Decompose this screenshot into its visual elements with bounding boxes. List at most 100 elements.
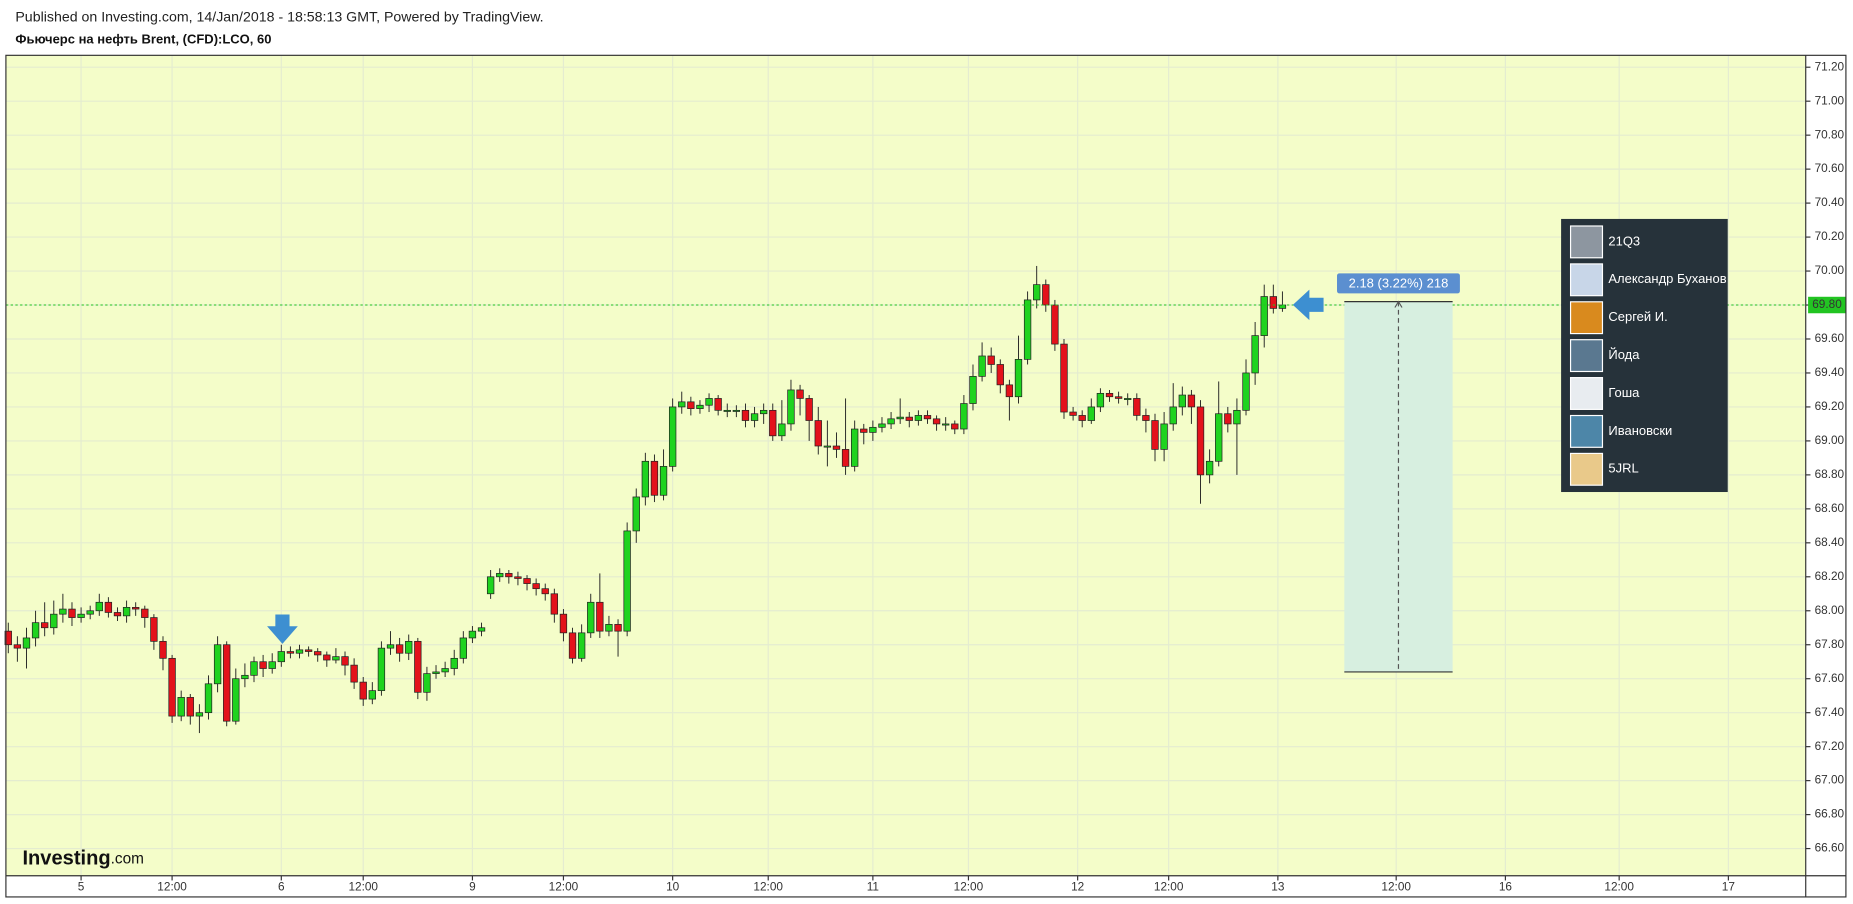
candle-body [177,697,185,717]
candle-body [213,644,222,685]
last-price-box [1808,296,1846,314]
y-tick-label: 71.00 [1815,94,1845,107]
candle-body [423,673,431,693]
candle-body [1014,359,1023,398]
y-tick-label: 69.00 [1815,434,1845,447]
candle-body [286,651,295,654]
candle-body [887,418,895,425]
left-arrow-icon [1292,289,1324,321]
candle-body [641,460,650,498]
candle-body [1242,372,1250,411]
candle-body [705,398,713,406]
x-tick-label: 12:00 [348,881,378,894]
user-avatar [1569,452,1604,486]
candle-body [41,622,49,629]
candle-body [851,428,859,467]
frame [5,54,1847,898]
candle-body [668,406,677,467]
logo: Investing.com [22,848,143,870]
candle-body [832,445,841,450]
candle-body [514,576,522,579]
candle-body [1005,384,1014,398]
user-name: 21Q3 [1608,233,1640,248]
candle-body [696,404,704,409]
x-tick-label: 12:00 [157,881,187,894]
candle-body [841,449,850,467]
y-tick-label: 70.00 [1815,264,1845,277]
candle-body [896,416,904,420]
x-tick-label: 11 [867,881,879,894]
candle-body [577,632,586,659]
candle-body [1069,411,1077,416]
candle-body [395,644,404,654]
candle-body [942,423,950,426]
candle-body [368,690,376,700]
candle-body [113,612,122,617]
candle-body [805,398,813,421]
candle-body [723,409,731,412]
candle-body [432,671,440,674]
candle-body [486,576,495,595]
x-tick-label: 10 [666,881,680,894]
candle-body [450,657,458,669]
user-avatar [1569,263,1604,297]
user-avatar [1569,301,1604,335]
candle-body [969,376,977,404]
candle-body [787,389,795,425]
x-tick-label: 5 [78,881,85,894]
candle-body [614,624,622,632]
candle-body [241,674,249,680]
user-name: Александр Буханов [1608,271,1726,286]
down-arrow-icon [267,614,298,644]
candle-body [141,608,149,618]
candle-body [650,460,659,496]
y-tick-label: 70.40 [1815,196,1845,209]
candle-body [186,697,194,717]
candle-body [168,657,176,717]
candle-body [159,640,167,659]
y-tick-label: 67.20 [1815,740,1845,753]
published-line: Published on Investing.com, 14/Jan/2018 … [15,8,543,24]
candle-body [295,649,304,654]
candle-body [1087,406,1095,421]
candle-body [587,601,595,634]
candle-body [878,423,886,428]
candle-body [1178,394,1186,408]
user-avatar [1569,339,1604,373]
y-tick-label: 66.80 [1815,808,1845,821]
candle-body [996,364,1004,386]
user-avatar [1569,414,1604,448]
range-label: 2.18 (3.22%) 218 [1349,275,1449,290]
candle-body [122,607,131,617]
x-tick-label: 9 [469,881,476,894]
candle-body [678,401,686,408]
candle-body [232,678,240,722]
candle-body [95,601,103,612]
candle-body [77,613,85,618]
candle-body [714,398,722,411]
candle-body [1051,304,1059,345]
candle-body [778,423,786,437]
candle-body [359,681,367,700]
candle-body [477,627,486,632]
candle-body [59,608,67,615]
candle-body [4,630,12,646]
x-tick-label: 12:00 [954,881,984,894]
candle-body [195,712,204,717]
candle-body [632,496,640,532]
candle-body [1078,415,1086,421]
logo-brand: Investing [22,848,110,870]
candle-body [605,624,613,632]
candle-body [1260,296,1268,336]
x-tick-label: 16 [1499,881,1513,894]
candle-body [987,355,995,365]
range-label-box [1337,273,1460,294]
candle-body [1205,460,1214,476]
candle-body [350,664,358,683]
candle-body [1160,423,1168,450]
candle-body [814,420,822,447]
candle-body [1023,299,1032,360]
candle-body [951,423,959,430]
